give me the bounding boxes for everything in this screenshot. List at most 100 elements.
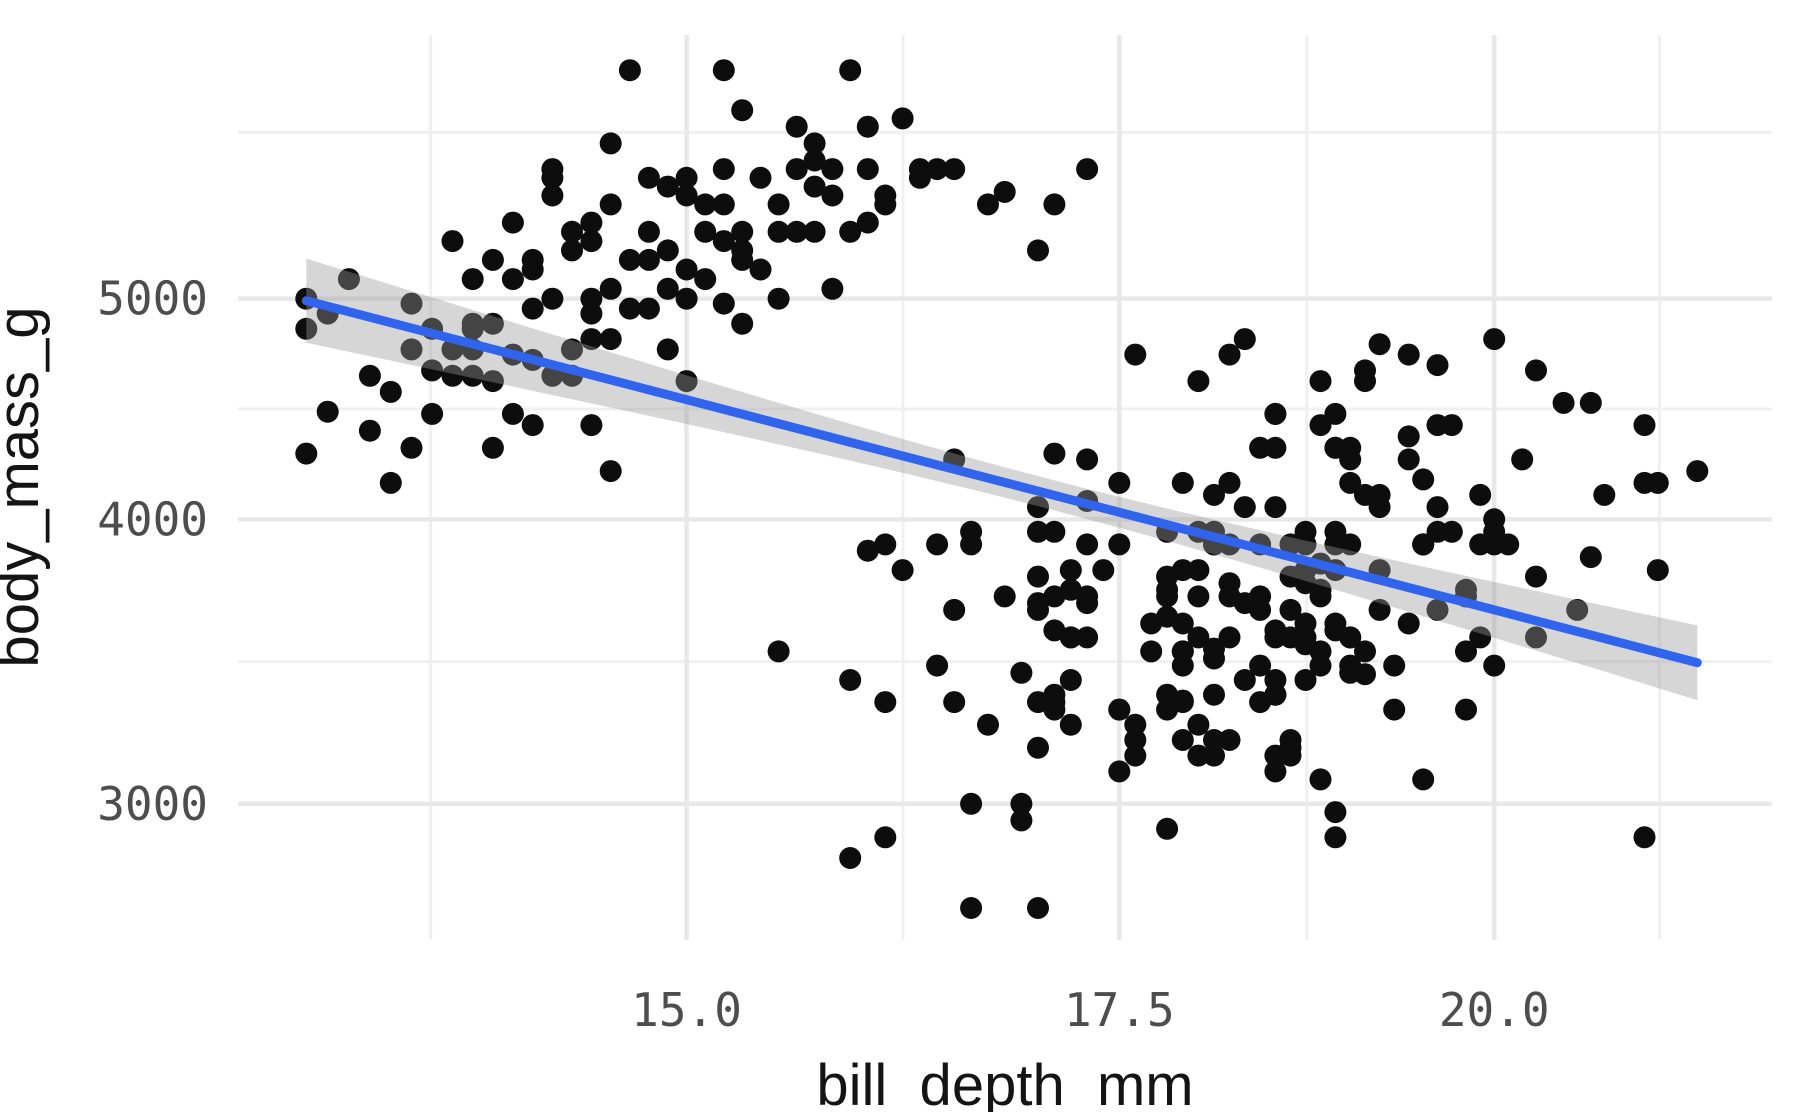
data-point [1593,483,1616,506]
data-point [521,414,544,437]
data-point [767,220,790,243]
data-point [1397,448,1420,471]
data-point [1218,585,1241,608]
data-point [1264,436,1287,459]
data-point [1043,193,1066,216]
data-point [1426,496,1449,519]
data-point [1309,654,1332,677]
data-point [599,193,622,216]
data-point [712,158,735,181]
data-point [926,158,949,181]
data-point [1187,370,1210,393]
x-tick-label: 17.5 [1064,983,1175,1037]
data-point [561,239,583,262]
x-tick-label: 15.0 [631,983,742,1037]
data-point [926,654,949,677]
data-point [1076,158,1099,181]
data-point [580,328,603,351]
data-point [1354,640,1376,663]
data-point [1092,559,1115,582]
scatter-points [295,59,1709,919]
data-point [874,826,897,849]
data-point [400,436,423,459]
data-point [675,370,698,393]
data-point [599,328,622,351]
data-point [856,158,879,181]
data-point [731,99,754,122]
data-point [1187,626,1210,649]
data-point [599,460,622,483]
data-point [1383,654,1406,677]
data-point [1412,768,1435,791]
data-point [712,292,735,315]
data-point [337,268,360,291]
data-point [1339,471,1362,494]
data-point [1324,402,1347,425]
data-point [731,220,754,243]
data-point [295,442,318,465]
data-point [874,193,897,216]
data-point [943,598,966,621]
data-point [1412,533,1435,556]
data-point [891,107,914,130]
data-point [1455,640,1477,663]
data-point [461,364,484,387]
data-point [1108,471,1131,494]
data-point [731,239,754,262]
data-point [839,847,862,869]
data-point [1076,533,1099,556]
data-point [785,220,808,243]
data-point [1354,663,1376,686]
data-point [1469,533,1492,556]
data-point [1010,809,1033,832]
data-point [1552,391,1575,414]
data-point [1339,448,1362,471]
data-point [461,268,484,291]
data-point [1426,414,1449,437]
data-point [580,414,603,437]
data-point [599,277,622,300]
data-point [1440,520,1463,543]
data-point [943,158,966,181]
data-point [874,533,897,556]
data-point [1426,598,1449,621]
data-point [618,297,641,320]
data-point [501,402,524,425]
data-point [481,370,504,393]
data-point [1249,436,1272,459]
data-point [675,184,698,207]
data-point [358,419,381,442]
data-point [1171,471,1194,494]
data-point [1309,578,1332,601]
data-point [1124,343,1147,366]
data-point [694,220,717,243]
data-point [1218,471,1241,494]
data-point [1171,729,1194,751]
data-point [1469,626,1492,649]
data-point [993,180,1016,203]
y-tick-label: 4000 [97,492,208,546]
data-point [1339,533,1362,556]
data-point [1043,691,1066,714]
data-point [977,713,999,736]
data-point [1264,744,1287,767]
data-point [1124,729,1147,751]
data-point [1511,448,1534,471]
data-point [1397,612,1420,635]
x-tick-label: 20.0 [1439,983,1550,1037]
data-point [993,585,1016,608]
data-point [1187,559,1210,582]
data-point [767,193,790,216]
data-point [379,471,402,494]
data-point [1646,471,1669,494]
data-point [803,149,826,172]
data-point [675,258,698,281]
data-point [1156,817,1179,840]
data-point [1171,640,1194,663]
x-axis-title: bill_depth_mm [816,1053,1194,1112]
data-point [618,248,641,271]
data-point [1264,402,1287,425]
data-point [1140,640,1163,663]
data-point [675,166,698,189]
